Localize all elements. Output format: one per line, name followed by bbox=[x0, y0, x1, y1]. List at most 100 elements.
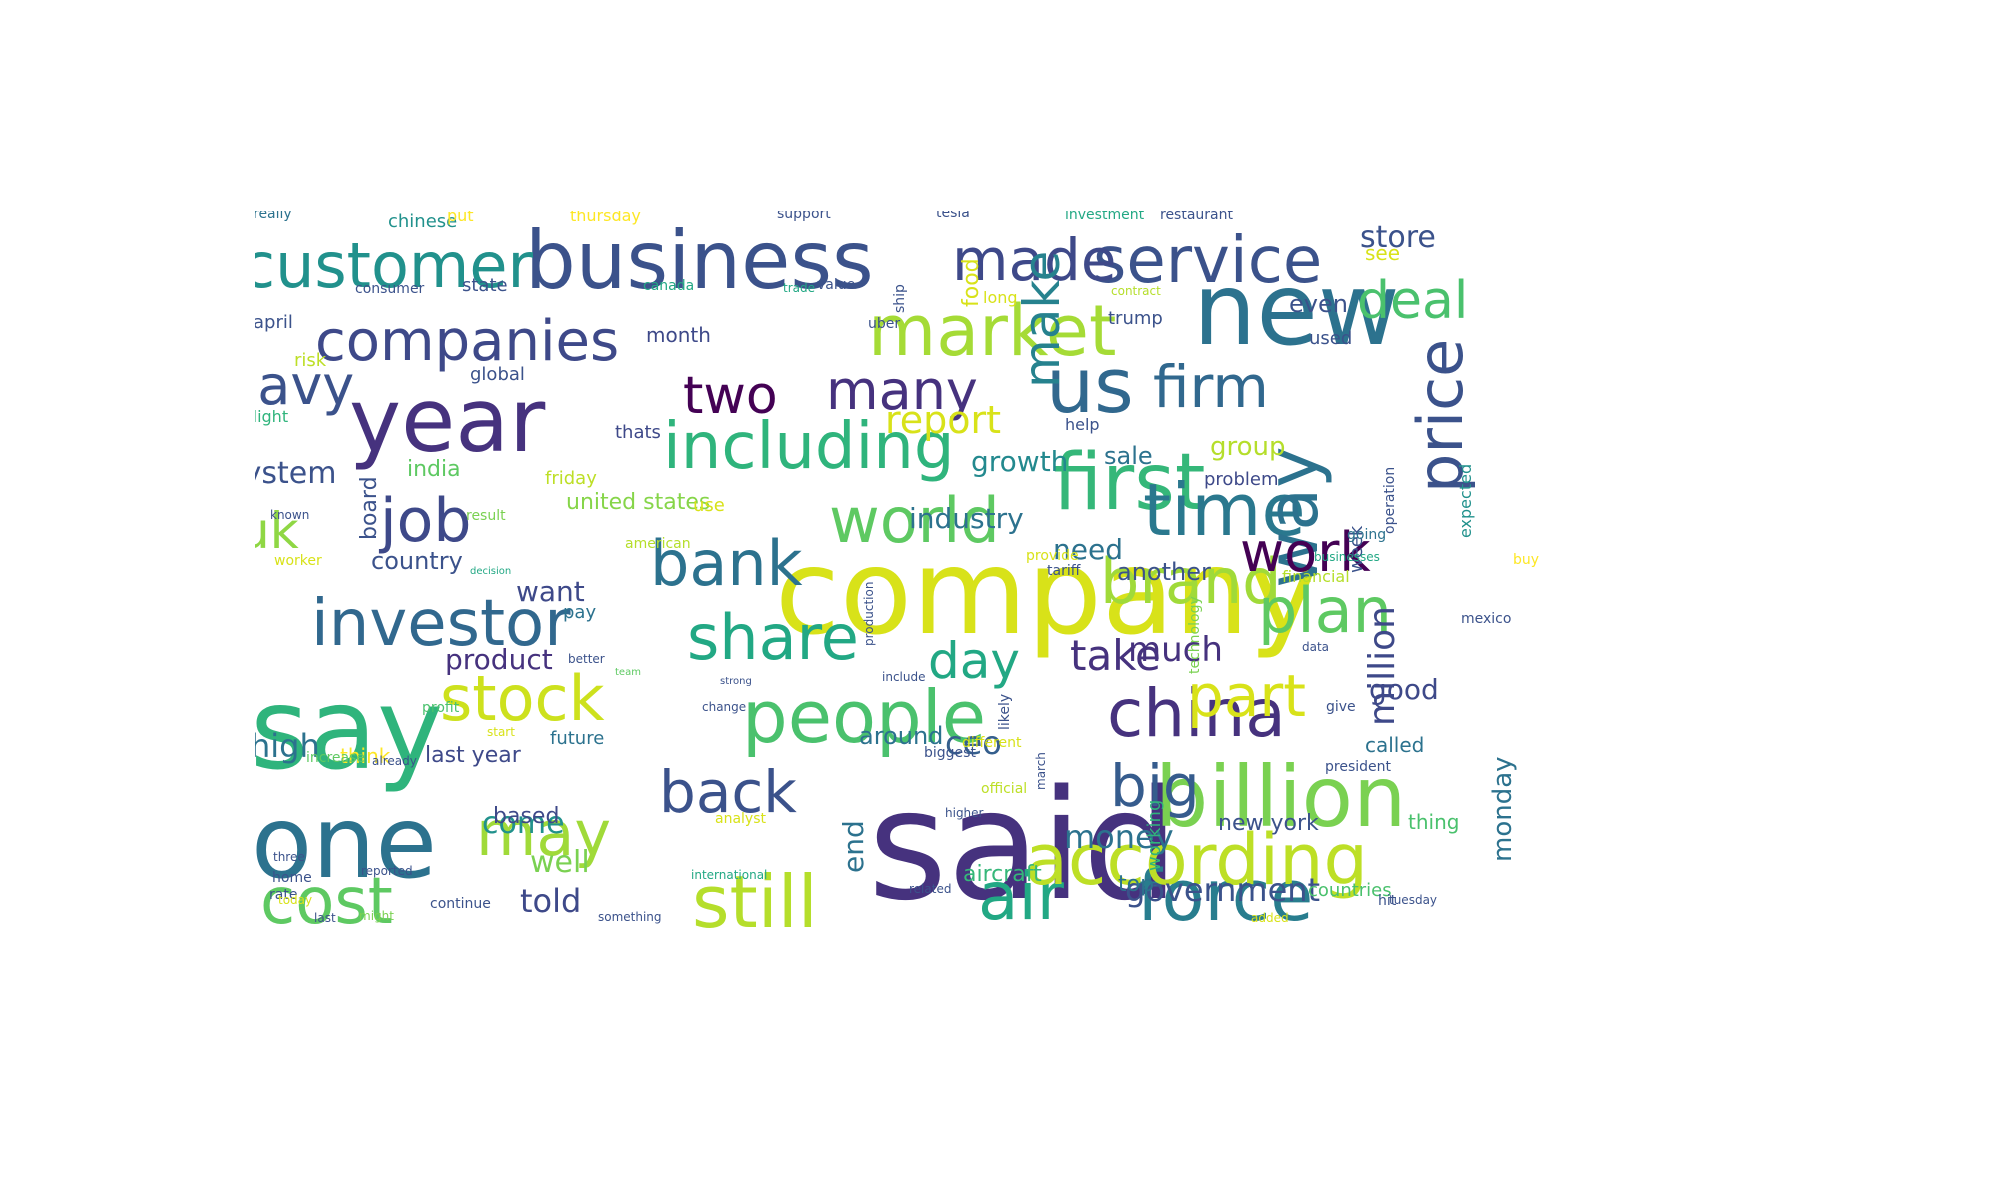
word-cloud-word: year bbox=[349, 369, 546, 472]
word-cloud-word: report bbox=[885, 398, 1002, 442]
word-cloud-word: high bbox=[255, 727, 320, 765]
word-cloud-word: new york bbox=[1218, 811, 1319, 836]
word-cloud-word: india bbox=[407, 457, 461, 482]
word-cloud-word: good bbox=[1369, 673, 1439, 706]
word-cloud-word: ceo bbox=[945, 724, 1002, 762]
word-cloud-word: support bbox=[777, 211, 831, 222]
word-cloud-word: march bbox=[1034, 752, 1048, 790]
word-cloud-word: investment bbox=[1065, 211, 1145, 223]
word-cloud-word: operation bbox=[1382, 466, 1398, 534]
word-cloud-word: two bbox=[683, 366, 778, 426]
word-cloud-word: stock bbox=[440, 662, 605, 735]
word-cloud-word: financial bbox=[1282, 567, 1350, 586]
word-cloud-word: new bbox=[1193, 251, 1400, 368]
word-cloud-word: trump bbox=[1108, 308, 1163, 329]
word-cloud-word: force bbox=[1137, 855, 1314, 937]
word-cloud-word: back bbox=[659, 758, 797, 826]
word-cloud-word: worker bbox=[274, 553, 322, 569]
word-cloud-word: end bbox=[837, 820, 870, 873]
word-cloud-word: united states bbox=[566, 490, 711, 515]
word-cloud-word: brand bbox=[1100, 545, 1282, 618]
word-cloud-word: might bbox=[359, 909, 394, 923]
word-cloud-word: higher bbox=[945, 806, 984, 820]
word-cloud-word: already bbox=[372, 754, 417, 768]
word-cloud-word: used bbox=[1309, 328, 1353, 349]
word-cloud-word: job bbox=[380, 486, 472, 556]
word-cloud-word: friday bbox=[545, 468, 597, 489]
word-cloud-word: deal bbox=[1357, 271, 1469, 331]
word-cloud-word: biggest bbox=[924, 745, 976, 761]
word-cloud-word: one bbox=[255, 784, 438, 901]
word-cloud-word: part bbox=[1187, 662, 1306, 730]
word-cloud-word: home bbox=[272, 870, 312, 886]
word-cloud-word: still bbox=[692, 860, 818, 944]
word-cloud-word: hit bbox=[1378, 893, 1397, 909]
word-cloud-word: top bbox=[1118, 872, 1155, 897]
word-cloud-word: give bbox=[1326, 699, 1356, 715]
word-cloud-word: going bbox=[1347, 527, 1387, 543]
word-cloud-word: need bbox=[1053, 533, 1123, 566]
word-cloud-word: thursday bbox=[570, 211, 641, 225]
word-cloud-word: uk bbox=[255, 502, 299, 560]
word-cloud-word: growth bbox=[971, 445, 1069, 478]
word-cloud-word: including bbox=[663, 410, 955, 484]
word-cloud-word: rate bbox=[269, 887, 298, 903]
word-cloud-word: make bbox=[1013, 250, 1071, 388]
word-cloud-word: continue bbox=[430, 896, 491, 912]
word-cloud-word: investor bbox=[311, 587, 571, 661]
word-cloud-word: billion bbox=[1155, 748, 1407, 846]
word-cloud-word: think bbox=[340, 744, 391, 768]
word-cloud-word: global bbox=[470, 364, 525, 385]
word-cloud-word: uber bbox=[868, 316, 901, 332]
word-cloud-word: reported bbox=[361, 864, 413, 878]
word-cloud-word: problem bbox=[1204, 469, 1279, 490]
word-cloud-word: air bbox=[978, 858, 1064, 935]
word-cloud-word: production bbox=[862, 581, 876, 646]
word-cloud-word: money bbox=[1064, 818, 1174, 856]
word-cloud-word: mexico bbox=[1461, 611, 1512, 627]
word-cloud-word: likely bbox=[997, 693, 1013, 730]
word-cloud-word: big bbox=[1110, 752, 1200, 820]
word-cloud-word: put bbox=[447, 211, 474, 225]
word-cloud-word: restaurant bbox=[1160, 211, 1233, 223]
word-cloud-word: consumer bbox=[355, 281, 425, 297]
word-cloud-word: company bbox=[775, 523, 1319, 661]
word-cloud-word: tesla bbox=[936, 211, 970, 221]
word-cloud-word: based bbox=[493, 804, 560, 829]
word-cloud-word: chinese bbox=[388, 211, 458, 232]
word-cloud-word: much bbox=[1128, 630, 1223, 670]
word-cloud-word: today bbox=[278, 893, 313, 907]
word-cloud-word: risk bbox=[294, 350, 327, 371]
word-cloud-word: help bbox=[1065, 415, 1100, 434]
word-cloud-word: people bbox=[742, 675, 987, 759]
word-cloud-word: thats bbox=[615, 422, 661, 443]
word-cloud-word: us bbox=[1046, 341, 1134, 430]
word-cloud-word: see bbox=[1365, 241, 1401, 265]
word-cloud-word: provide bbox=[1026, 548, 1079, 564]
word-cloud-word: work bbox=[1240, 521, 1371, 584]
word-cloud-word: result bbox=[466, 508, 506, 524]
word-cloud-word: country bbox=[371, 547, 463, 575]
word-cloud-word: flight bbox=[255, 407, 289, 426]
word-cloud-word: analyst bbox=[715, 811, 766, 827]
word-cloud-word: businesses bbox=[1314, 550, 1380, 564]
word-cloud-word: navy bbox=[255, 354, 355, 417]
word-cloud-word: business bbox=[525, 214, 874, 307]
word-cloud-word: take bbox=[1070, 631, 1161, 680]
word-cloud-word: countries bbox=[1308, 880, 1392, 901]
word-cloud-word: say bbox=[255, 665, 444, 795]
word-cloud-word: pay bbox=[563, 602, 597, 623]
word-cloud-word: store bbox=[1360, 220, 1436, 255]
word-cloud-word: really bbox=[255, 211, 292, 222]
word-cloud-word: trade bbox=[783, 281, 815, 295]
word-cloud-word: ship bbox=[892, 284, 908, 313]
word-cloud-word: many bbox=[826, 359, 978, 422]
word-cloud-word: time bbox=[1143, 468, 1306, 552]
word-cloud-word: aircraft bbox=[963, 862, 1042, 887]
word-cloud-word: system bbox=[255, 456, 337, 491]
word-cloud-word: plan bbox=[1258, 574, 1392, 647]
word-cloud-word: added bbox=[1251, 911, 1289, 925]
word-cloud-word: service bbox=[1093, 224, 1323, 298]
word-cloud-word: according bbox=[1025, 819, 1368, 901]
